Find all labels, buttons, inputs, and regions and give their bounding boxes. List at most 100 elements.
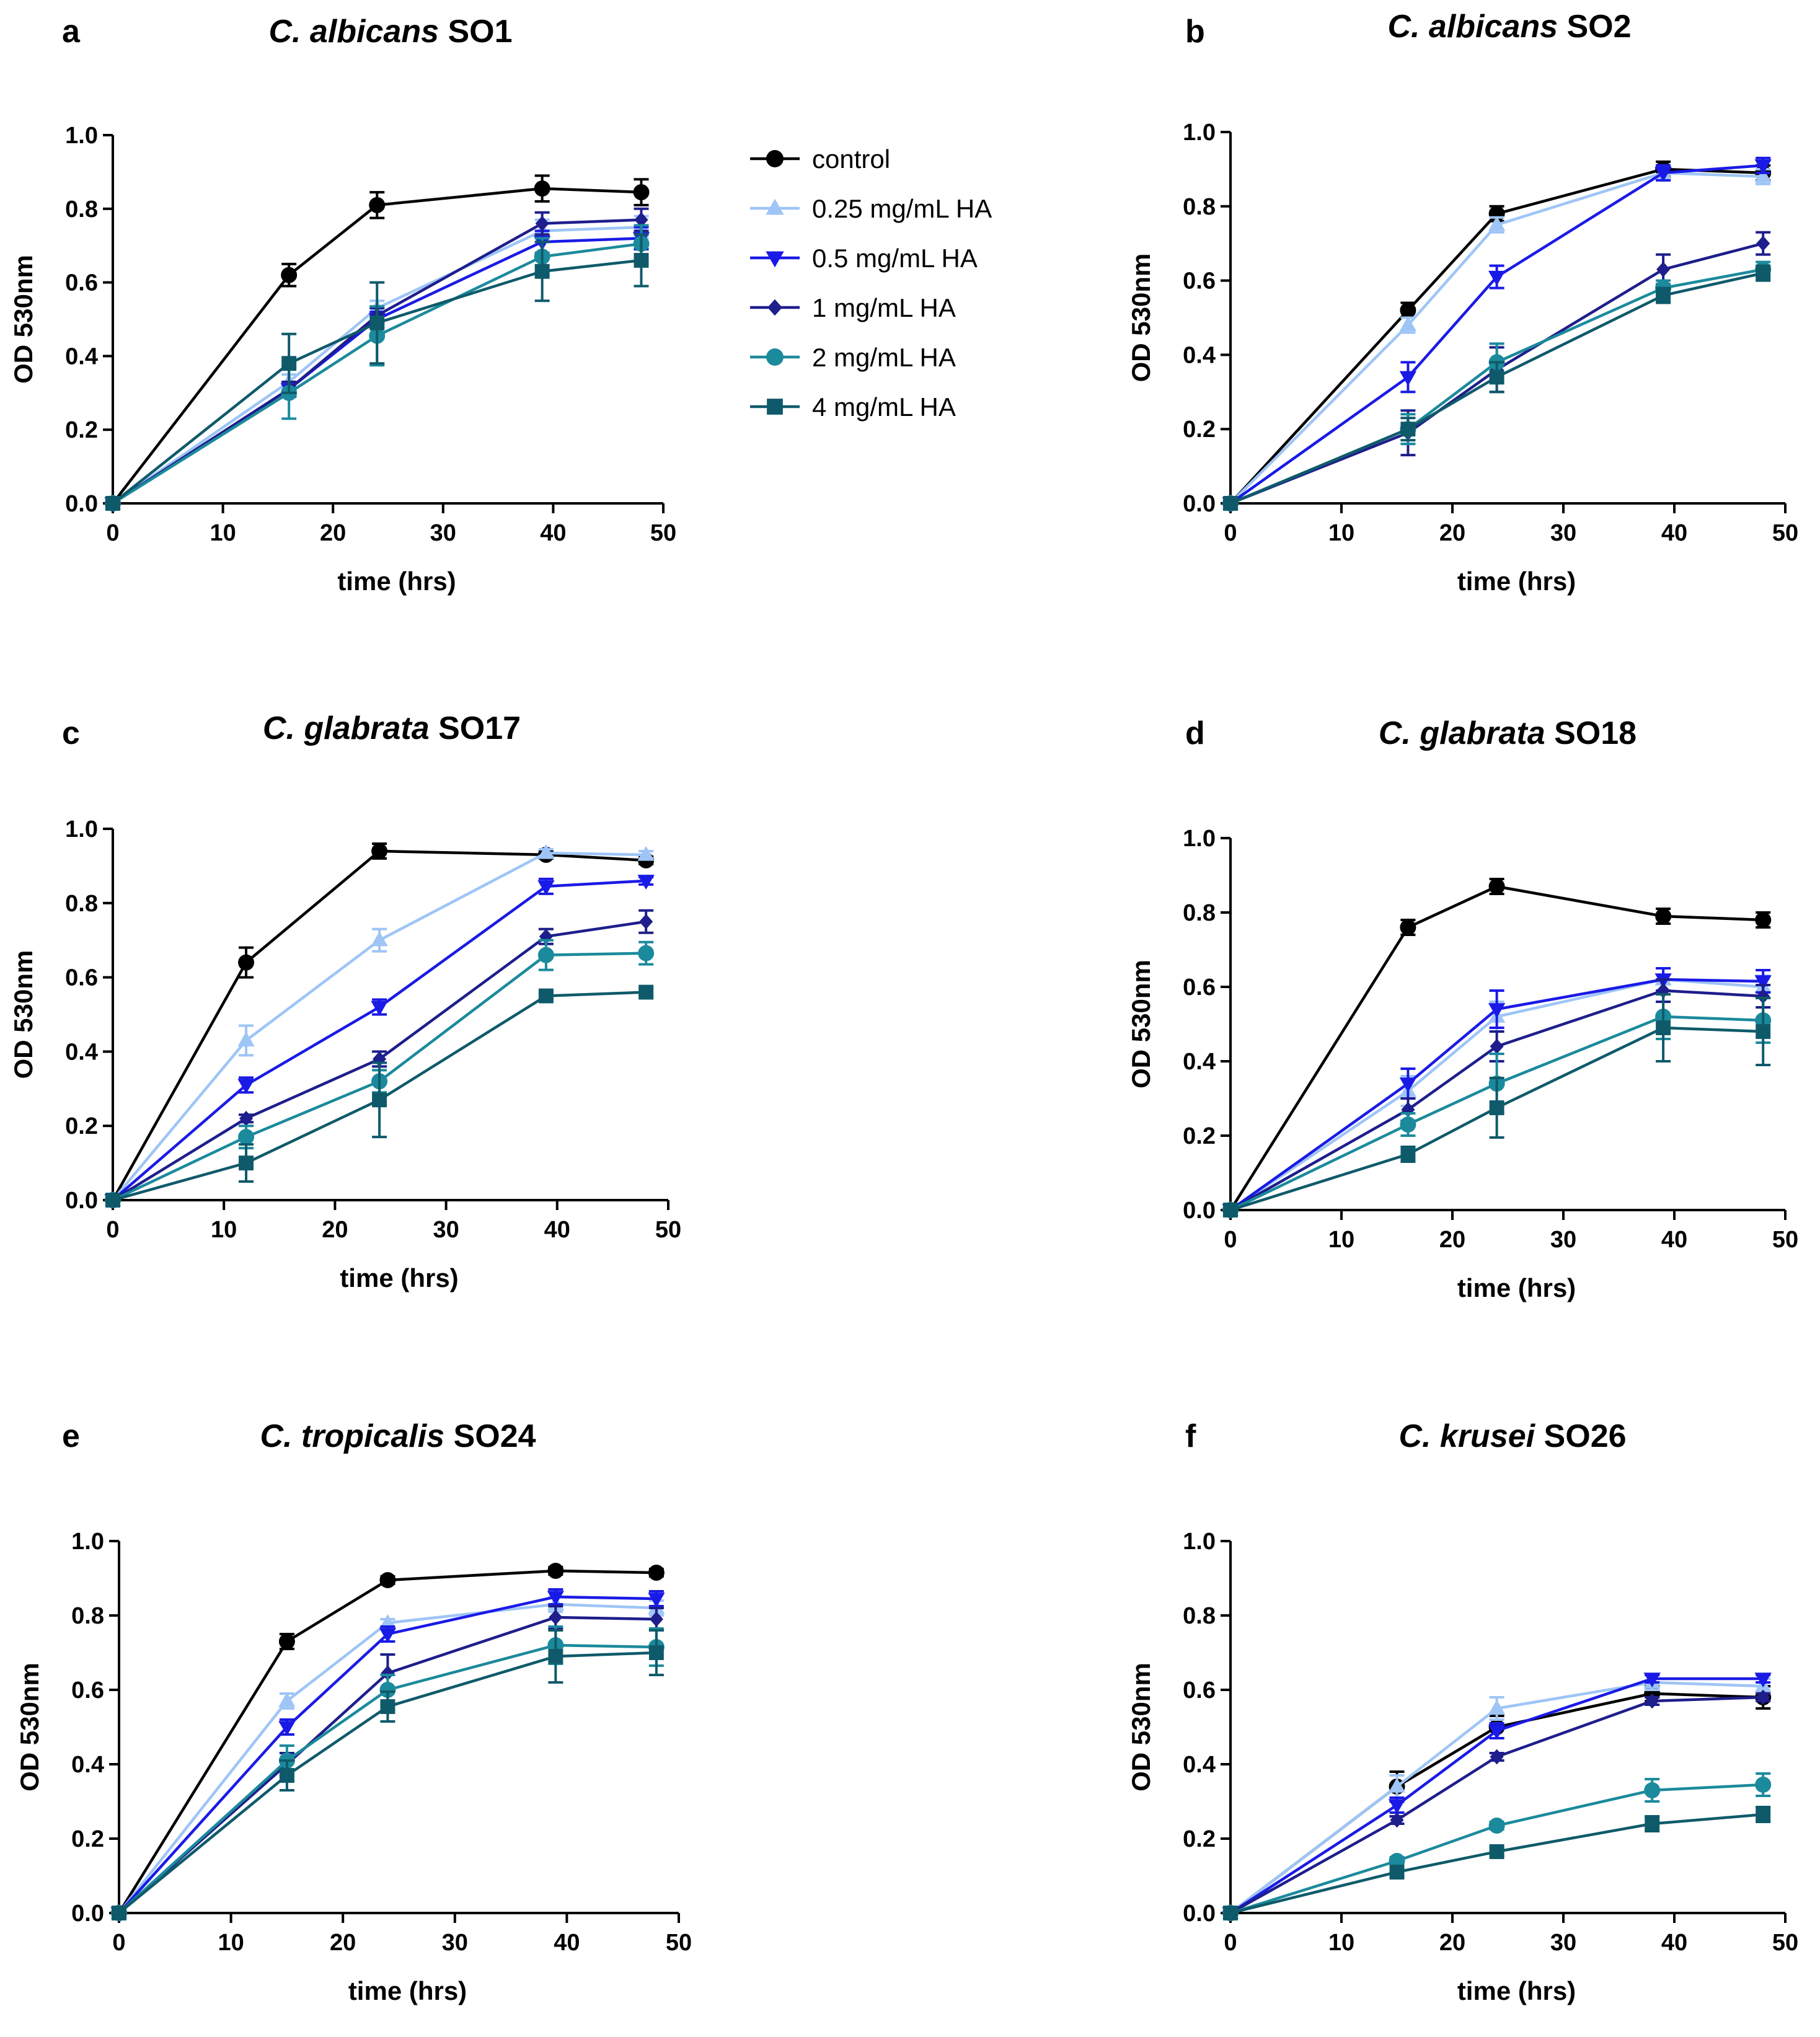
data-point bbox=[112, 1906, 126, 1920]
x-tick-label: 40 bbox=[1661, 520, 1687, 546]
data-point bbox=[1656, 288, 1671, 303]
y-axis-title: OD 530nm bbox=[9, 255, 38, 384]
data-point bbox=[371, 931, 388, 947]
data-point bbox=[1223, 1203, 1238, 1217]
panel-title: C. glabrata SO18 bbox=[1379, 715, 1637, 751]
x-tick-label: 0 bbox=[1224, 520, 1237, 546]
x-tick-label: 50 bbox=[1772, 1930, 1798, 1956]
data-point bbox=[239, 1155, 254, 1171]
panel-b: b C. albicans SO2 0.0 0.2 0.4 0.6 0.8 1.0 0 10 20 3… bbox=[1126, 9, 1798, 596]
y-axis-title: OD 530nm bbox=[1126, 960, 1155, 1089]
data-point bbox=[1489, 1100, 1504, 1115]
panel-letter: e bbox=[62, 1418, 80, 1454]
panel-a: a C. albicans SO1 0.0 0.2 0.4 0.6 0.8 1.0 0 10 20 3… bbox=[9, 14, 676, 596]
series-4-mg-ml-ha bbox=[105, 984, 654, 1208]
x-tick-label: 0 bbox=[112, 1930, 125, 1956]
x-tick-label: 50 bbox=[650, 520, 676, 546]
data-point bbox=[1488, 1003, 1506, 1018]
y-tick-label: 0.8 bbox=[65, 197, 98, 223]
y-tick-label: 0.0 bbox=[1183, 1901, 1216, 1927]
x-tick-label: 20 bbox=[320, 520, 346, 546]
y-tick-label: 0.4 bbox=[1183, 1049, 1216, 1075]
data-point bbox=[648, 1645, 664, 1660]
series-line bbox=[118, 1602, 656, 1914]
data-point bbox=[1645, 1693, 1659, 1709]
panel-title-species: C. krusei bbox=[1398, 1418, 1535, 1454]
data-point bbox=[105, 496, 120, 511]
data-point bbox=[534, 263, 550, 279]
panel-f: f C. krusei SO26 0.0 0.2 0.4 0.6 0.8 1.0 0 10 20 30… bbox=[1126, 1418, 1798, 2005]
x-tick-label: 0 bbox=[1224, 1930, 1237, 1956]
x-tick-label: 50 bbox=[666, 1930, 692, 1956]
series-line bbox=[112, 237, 642, 505]
series-0-25-mg-ml-ha bbox=[104, 844, 655, 1206]
x-tick-label: 20 bbox=[330, 1930, 356, 1956]
legend-label: 4 mg/mL HA bbox=[812, 392, 956, 422]
data-point bbox=[372, 1092, 387, 1108]
x-axis-title: time (hrs) bbox=[348, 1976, 467, 2005]
data-point bbox=[537, 880, 555, 896]
y-tick-label: 0.0 bbox=[1183, 1198, 1216, 1224]
data-point bbox=[1400, 422, 1416, 437]
x-tick-label: 0 bbox=[106, 1217, 119, 1243]
data-point bbox=[369, 315, 385, 330]
x-tick-label: 0 bbox=[106, 520, 119, 546]
x-tick-label: 40 bbox=[544, 1217, 570, 1243]
x-tick-label: 10 bbox=[211, 1217, 237, 1243]
data-point bbox=[278, 1721, 296, 1736]
data-point bbox=[1643, 1672, 1661, 1688]
data-point bbox=[1654, 167, 1672, 182]
data-point bbox=[1754, 975, 1772, 991]
y-tick-label: 0.8 bbox=[1183, 194, 1216, 220]
legend-marker bbox=[767, 399, 783, 415]
x-axis-title: time (hrs) bbox=[337, 567, 456, 596]
y-tick-label: 1.0 bbox=[65, 123, 98, 149]
legend-label: 1 mg/mL HA bbox=[812, 293, 956, 322]
y-tick-label: 0.0 bbox=[71, 1901, 104, 1927]
panel-letter: b bbox=[1185, 14, 1205, 50]
y-axis-title: OD 530nm bbox=[1126, 1663, 1155, 1792]
panel-title: C. tropicalis SO24 bbox=[260, 1418, 536, 1454]
x-axis-title: time (hrs) bbox=[1457, 1273, 1576, 1302]
data-point bbox=[648, 1593, 665, 1608]
data-point bbox=[371, 1001, 388, 1016]
y-axis-title: OD 530nm bbox=[9, 950, 38, 1079]
data-point bbox=[1488, 216, 1506, 231]
y-tick-label: 1.0 bbox=[65, 816, 98, 842]
x-tick-label: 10 bbox=[218, 1930, 244, 1956]
data-point bbox=[539, 929, 553, 945]
x-axis-title: time (hrs) bbox=[1457, 1976, 1576, 2005]
panel-title-strain: SO24 bbox=[444, 1418, 536, 1454]
x-tick-label: 10 bbox=[1328, 1227, 1354, 1253]
legend-marker bbox=[766, 348, 784, 366]
series-line bbox=[112, 851, 647, 1201]
x-tick-label: 40 bbox=[1661, 1227, 1687, 1253]
series-4-mg-ml-ha bbox=[1223, 264, 1771, 511]
panel-title-strain: SO17 bbox=[430, 710, 521, 746]
y-tick-label: 0.6 bbox=[65, 270, 98, 296]
x-tick-label: 20 bbox=[1439, 1227, 1465, 1253]
data-point bbox=[549, 1609, 563, 1625]
y-tick-label: 0.4 bbox=[65, 1039, 98, 1065]
data-point bbox=[278, 1633, 295, 1650]
legend-entry-1-mg-ml-ha: 1 mg/mL HA bbox=[750, 293, 956, 322]
x-tick-label: 10 bbox=[1328, 520, 1354, 546]
panel-letter: f bbox=[1185, 1418, 1196, 1454]
data-point bbox=[1490, 1038, 1504, 1054]
legend-label: 0.5 mg/mL HA bbox=[812, 244, 978, 273]
data-point bbox=[547, 1591, 564, 1606]
panel-title-species: C. glabrata bbox=[263, 710, 430, 746]
panel-title-species: C. albicans bbox=[1387, 9, 1558, 45]
data-point bbox=[281, 356, 297, 371]
x-tick-label: 30 bbox=[1550, 520, 1576, 546]
data-point bbox=[279, 1768, 294, 1783]
data-point bbox=[379, 1682, 396, 1698]
data-point bbox=[1223, 1906, 1238, 1920]
y-tick-label: 0.2 bbox=[65, 1113, 98, 1139]
data-point bbox=[105, 1193, 120, 1208]
y-tick-label: 1.0 bbox=[71, 1529, 104, 1555]
data-point bbox=[1399, 371, 1417, 386]
x-tick-label: 30 bbox=[442, 1930, 468, 1956]
y-tick-label: 0.6 bbox=[1183, 1677, 1216, 1703]
x-tick-label: 0 bbox=[1224, 1227, 1237, 1253]
